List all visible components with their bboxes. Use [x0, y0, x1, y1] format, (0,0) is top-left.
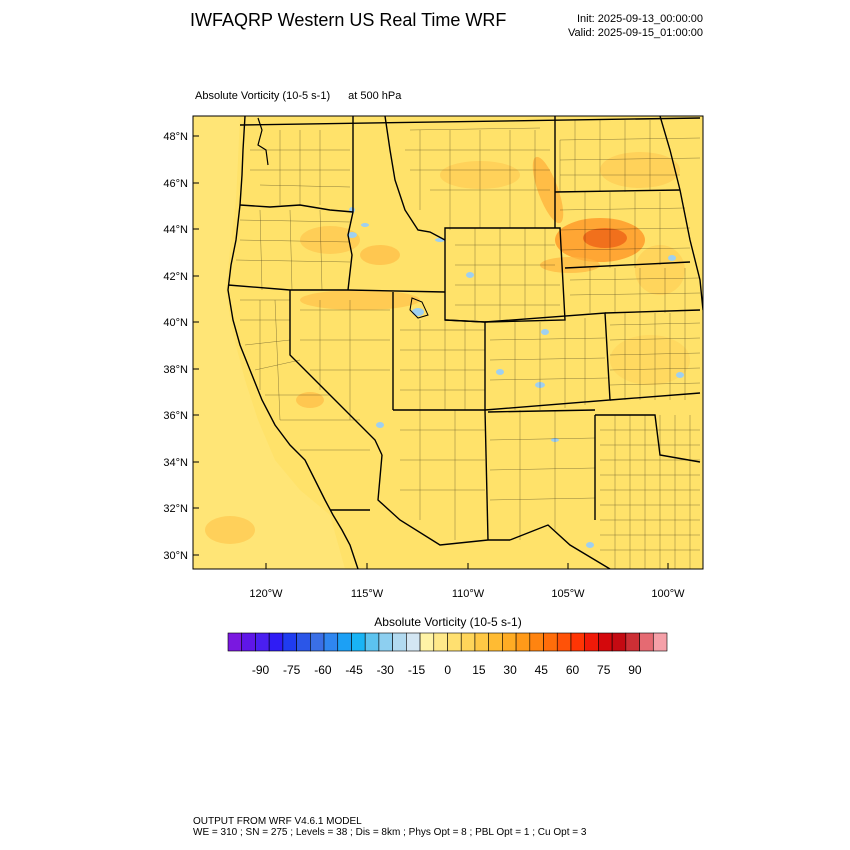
- colorbar-swatch: [515, 632, 531, 652]
- colorbar-tick-label: -30: [377, 663, 395, 677]
- colorbar-swatch: [598, 632, 613, 652]
- model-settings: WE = 310 ; SN = 275 ; Levels = 38 ; Dis …: [193, 827, 587, 838]
- lon-tick-label: 105°W: [551, 588, 585, 600]
- lon-tick-label: 115°W: [351, 588, 384, 600]
- model-info: OUTPUT FROM WRF V4.6.1 MODEL: [193, 816, 362, 827]
- colorbar-swatch: [502, 632, 517, 652]
- colorbar-tick-label: 30: [503, 663, 517, 677]
- colorbar-swatch: [310, 632, 325, 652]
- colorbar-tick-label: -60: [314, 663, 332, 677]
- colorbar-swatch: [419, 632, 435, 652]
- lat-tick-label: 32°N: [163, 503, 188, 515]
- lat-tick-label: 34°N: [163, 457, 188, 469]
- lon-tick-label: 120°W: [249, 588, 283, 600]
- lon-tick-label: 110°W: [452, 588, 485, 600]
- colorbar-swatch: [529, 632, 544, 652]
- lat-tick-label: 38°N: [163, 364, 188, 376]
- lat-tick-label: 48°N: [163, 131, 188, 143]
- field-name: Absolute Vorticity (10-5 s-1): [195, 90, 331, 102]
- colorbar-swatch: [570, 632, 585, 652]
- colorbar-swatch: [241, 632, 256, 652]
- coastline: [227, 116, 359, 569]
- lat-tick-label: 36°N: [163, 410, 188, 422]
- lat-tick-label: 44°N: [163, 224, 188, 236]
- colorbar-swatch: [460, 632, 476, 652]
- lon-tick-label: 100°W: [651, 588, 685, 600]
- colorbar-tick-label: -45: [345, 663, 363, 677]
- latitude-axis: 48°N 46°N 44°N 42°N 40°N 38°N 36°N 34°N 32°N 30°N: [163, 131, 199, 562]
- colorbar-swatch: [625, 632, 640, 652]
- colorbar-swatch: [652, 632, 668, 652]
- colorbar-swatch: [364, 632, 380, 652]
- colorbar-swatch: [488, 632, 503, 652]
- colorbar-swatch: [611, 632, 627, 652]
- colorbar-swatch: [255, 632, 270, 652]
- colorbar-tick-label: 75: [597, 663, 611, 677]
- county-lines: [235, 120, 701, 569]
- init-time: Init: 2025-09-13_00:00:00: [577, 13, 703, 25]
- colorbar-swatch: [543, 632, 558, 652]
- colorbar-tick-labels: -90 -75 -60 -45 -30 -15 0 15 30 45 60 75 90: [252, 663, 642, 677]
- valid-time: Valid: 2025-09-15_01:00:00: [568, 27, 703, 39]
- colorbar-title: Absolute Vorticity (10-5 s-1): [374, 615, 521, 629]
- colorbar-tick-label: -75: [283, 663, 301, 677]
- colorbar: [227, 632, 668, 652]
- lat-tick-label: 46°N: [163, 178, 188, 190]
- longitude-axis: 120°W 115°W 110°W 105°W 100°W: [249, 563, 685, 600]
- colorbar-tick-label: 45: [535, 663, 549, 677]
- colorbar-tick-label: 90: [628, 663, 642, 677]
- colorbar-swatch: [227, 632, 243, 652]
- colorbar-swatch: [447, 632, 462, 652]
- colorbar-tick-label: -90: [252, 663, 270, 677]
- colorbar-swatch: [556, 632, 572, 652]
- field-level: at 500 hPa: [348, 90, 402, 102]
- colorbar-swatch: [474, 632, 489, 652]
- colorbar-swatch: [351, 632, 366, 652]
- colorbar-swatch: [337, 632, 352, 652]
- colorbar-swatch: [392, 632, 407, 652]
- colorbar-swatch: [406, 632, 421, 652]
- field-description: Absolute Vorticity (10-5 s-1) at 500 hPa: [195, 90, 401, 102]
- colorbar-swatch: [268, 632, 284, 652]
- colorbar-tick-label: -15: [408, 663, 426, 677]
- colorbar-swatch: [296, 632, 311, 652]
- colorbar-tick-label: 15: [472, 663, 486, 677]
- colorbar-swatch: [639, 632, 654, 652]
- colorbar-tick-label: 0: [444, 663, 451, 677]
- lat-tick-label: 42°N: [163, 271, 188, 283]
- colorbar-swatch: [323, 632, 339, 652]
- colorbar-swatch: [433, 632, 448, 652]
- colorbar-swatch: [282, 632, 297, 652]
- colorbar-swatch: [378, 632, 393, 652]
- page-title: IWFAQRP Western US Real Time WRF: [190, 10, 507, 30]
- lat-tick-label: 40°N: [163, 317, 188, 329]
- colorbar-swatch: [584, 632, 599, 652]
- map-frame: [192, 115, 704, 570]
- colorbar-tick-label: 60: [566, 663, 580, 677]
- lat-tick-label: 30°N: [163, 550, 188, 562]
